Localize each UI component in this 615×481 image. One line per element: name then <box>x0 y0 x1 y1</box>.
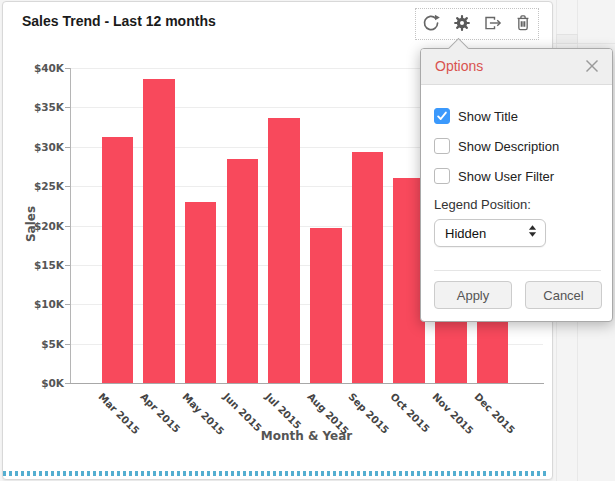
delete-button[interactable] <box>510 11 536 37</box>
y-tick-mark <box>65 383 70 384</box>
gridline <box>70 344 543 345</box>
y-tick-mark <box>65 226 70 227</box>
option-row-show-user-filter[interactable]: Show User Filter <box>434 166 604 186</box>
checkbox-label: Show User Filter <box>458 169 554 184</box>
popup-close-button[interactable] <box>582 57 602 77</box>
bar-jul-2015[interactable] <box>268 118 300 383</box>
y-tick-mark <box>65 186 70 187</box>
bar-apr-2015[interactable] <box>143 79 175 383</box>
widget-toolbar <box>415 8 539 40</box>
export-icon <box>482 13 502 36</box>
checkbox-show-user-filter[interactable] <box>434 168 450 184</box>
refresh-icon <box>421 13 441 36</box>
y-tick-label: $5K <box>20 338 64 350</box>
y-tick-label: $0K <box>20 377 64 389</box>
options-popup: Options Show Title Show Description Show U… <box>420 48 613 322</box>
popup-header: Options <box>421 49 612 85</box>
bar-may-2015[interactable] <box>185 202 217 383</box>
popup-title: Options <box>435 58 483 74</box>
bar-sep-2015[interactable] <box>352 152 384 383</box>
checkbox-label: Show Title <box>458 109 518 124</box>
select-arrows-icon <box>528 224 537 242</box>
y-tick-mark <box>65 107 70 108</box>
checkbox-show-description[interactable] <box>434 138 450 154</box>
y-tick-mark <box>65 265 70 266</box>
cancel-button[interactable]: Cancel <box>525 281 602 309</box>
y-tick-label: $40K <box>20 62 64 74</box>
select-value: Hidden <box>445 226 486 241</box>
widget-title: Sales Trend - Last 12 months <box>22 13 216 29</box>
y-tick-mark <box>65 147 70 148</box>
checkbox-label: Show Description <box>458 139 559 154</box>
close-icon <box>583 57 601 78</box>
y-tick-mark <box>65 344 70 345</box>
dashboard-background: Sales Trend - Last 12 months <box>0 0 615 481</box>
trash-icon <box>513 13 533 36</box>
x-axis-title: Month & Year <box>70 429 543 443</box>
refresh-button[interactable] <box>418 11 444 37</box>
y-tick-label: $25K <box>20 180 64 192</box>
y-axis-line <box>70 68 71 383</box>
option-row-show-title[interactable]: Show Title <box>434 106 604 126</box>
gear-icon <box>452 13 472 36</box>
y-tick-label: $10K <box>20 298 64 310</box>
settings-button[interactable] <box>449 11 475 37</box>
popup-divider <box>434 270 601 271</box>
y-tick-label: $15K <box>20 259 64 271</box>
y-tick-label: $30K <box>20 141 64 153</box>
legend-position-select[interactable]: Hidden <box>434 219 546 247</box>
y-axis-title: Sales <box>24 206 38 242</box>
apply-button[interactable]: Apply <box>434 281 512 309</box>
bar-mar-2015[interactable] <box>102 137 134 383</box>
y-tick-mark <box>65 68 70 69</box>
y-tick-mark <box>65 304 70 305</box>
legend-position-label: Legend Position: <box>434 197 531 212</box>
option-row-show-description[interactable]: Show Description <box>434 136 604 156</box>
bar-jun-2015[interactable] <box>227 159 259 383</box>
bar-aug-2015[interactable] <box>310 228 342 383</box>
checkbox-show-title[interactable] <box>434 108 450 124</box>
y-tick-label: $35K <box>20 101 64 113</box>
check-icon <box>436 110 448 122</box>
x-axis-line <box>70 383 544 384</box>
grid-cell <box>556 34 578 44</box>
export-button[interactable] <box>479 11 505 37</box>
widget-drop-indicator <box>3 471 549 476</box>
